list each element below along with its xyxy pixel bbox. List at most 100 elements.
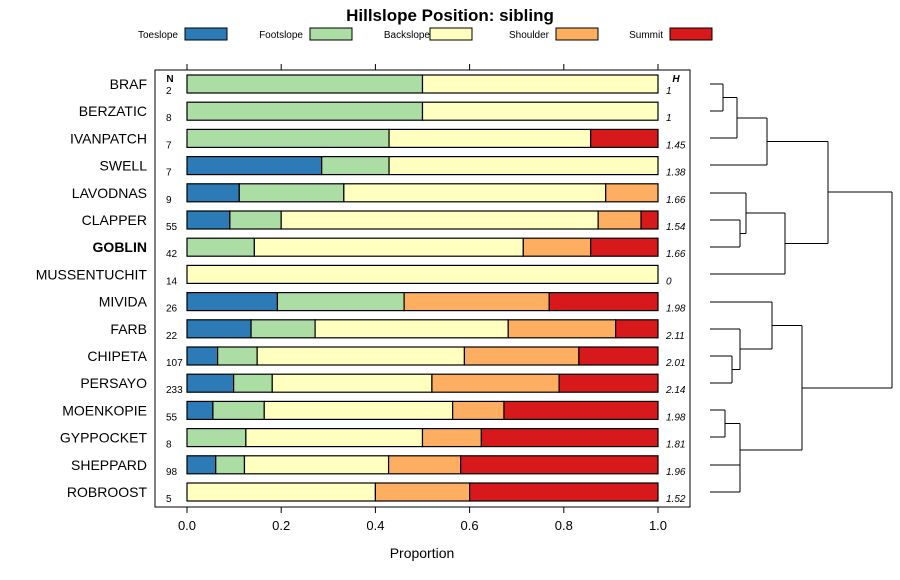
- category-label: BRAF: [110, 76, 147, 92]
- bar-clapper-shoulder: [597, 210, 642, 230]
- bar-farb-shoulder: [507, 319, 617, 339]
- plot-frame: [154, 69, 691, 508]
- chart-title: Hillslope Position: sibling: [346, 6, 554, 25]
- bar-robroost-shoulder: [374, 482, 471, 502]
- bar-gyppocket-backslope: [245, 428, 424, 448]
- legend-swatch-footslope: [309, 27, 353, 41]
- bar-mivida-footslope: [276, 292, 405, 312]
- bar-gyppocket-shoulder: [421, 428, 482, 448]
- bar-lavodnas-shoulder: [605, 183, 659, 203]
- bar-swell-footslope: [321, 156, 390, 176]
- bar-goblin-footslope: [186, 237, 255, 257]
- h-value: 1.52: [666, 494, 686, 505]
- category-label: MUSSENTUCHIT: [36, 266, 148, 282]
- h-column-header: H: [672, 74, 680, 85]
- h-value: 2.14: [665, 385, 686, 396]
- bar-berzatic-footslope: [186, 101, 424, 121]
- bar-chipeta-footslope: [217, 346, 258, 366]
- bar-farb-footslope: [250, 319, 316, 339]
- n-value: 8: [166, 440, 172, 451]
- bar-ivanpatch-backslope: [388, 128, 592, 148]
- bar-swell-backslope: [388, 156, 659, 176]
- h-value: 1.81: [666, 440, 685, 451]
- h-value: 1.66: [666, 195, 686, 206]
- bar-mivida-toeslope: [186, 292, 279, 312]
- bar-persayo-backslope: [271, 373, 433, 393]
- category-label: IVANPATCH: [70, 130, 147, 146]
- n-value: 42: [166, 249, 178, 260]
- legend-label-shoulder: Shoulder: [509, 30, 550, 41]
- bar-moenkopie-toeslope: [186, 400, 214, 420]
- bar-goblin-shoulder: [522, 237, 592, 257]
- bar-lavodnas-footslope: [238, 183, 345, 203]
- bar-ivanpatch-summit: [590, 128, 659, 148]
- bar-clapper-summit: [640, 210, 659, 230]
- bar-mivida-summit: [548, 292, 659, 312]
- legend-swatch-summit: [669, 27, 713, 41]
- bar-farb-summit: [615, 319, 659, 339]
- n-value: 7: [166, 140, 172, 151]
- bar-persayo-toeslope: [186, 373, 235, 393]
- bar-sheppard-summit: [460, 455, 659, 475]
- x-tick-label: 0.4: [366, 518, 384, 533]
- legend-swatch-shoulder: [555, 27, 599, 41]
- category-label: SHEPPARD: [71, 457, 147, 473]
- bar-robroost-backslope: [186, 482, 376, 502]
- n-value: 8: [166, 113, 172, 124]
- bar-clapper-footslope: [229, 210, 282, 230]
- bar-mussentuchit-backslope: [186, 264, 659, 284]
- n-value: 98: [166, 467, 178, 478]
- bar-moenkopie-footslope: [212, 400, 265, 420]
- category-labels: BRAF 2 1 BERZATIC 8 1 IVANPATCH 7 1.45 SWELL 7 1.38…: [36, 76, 686, 505]
- category-label: GYPPOCKET: [60, 430, 148, 446]
- bar-gyppocket-footslope: [186, 428, 247, 448]
- bar-gyppocket-summit: [480, 428, 659, 448]
- x-tick-label: 1.0: [649, 518, 667, 533]
- n-value: 5: [166, 494, 172, 505]
- legend-label-backslope: Backslope: [384, 30, 431, 41]
- bar-clapper-backslope: [280, 210, 599, 230]
- bar-robroost-summit: [469, 482, 659, 502]
- n-value: 55: [166, 412, 178, 423]
- category-label: LAVODNAS: [72, 185, 147, 201]
- x-tick-label: 0.6: [461, 518, 479, 533]
- bar-moenkopie-backslope: [263, 400, 454, 420]
- category-label: PERSAYO: [80, 375, 147, 391]
- legend-label-footslope: Footslope: [259, 30, 303, 41]
- x-axis-title: Proportion: [390, 545, 455, 561]
- category-label: GOBLIN: [93, 239, 147, 255]
- h-value: 0: [666, 276, 672, 287]
- bar-chipeta-shoulder: [463, 346, 580, 366]
- category-label: SWELL: [100, 158, 148, 174]
- bars-group: [186, 74, 659, 502]
- legend-label-toeslope: Toeslope: [138, 30, 178, 41]
- n-value: 7: [166, 168, 172, 179]
- legend-swatch-backslope: [429, 27, 473, 41]
- h-value: 2.11: [665, 331, 685, 342]
- h-value: 1: [666, 86, 672, 97]
- h-value: 1.66: [666, 249, 686, 260]
- legend-swatch-toeslope: [184, 27, 228, 41]
- bar-swell-toeslope: [186, 156, 323, 176]
- bar-lavodnas-toeslope: [186, 183, 240, 203]
- x-axis: 0.0 0.2 0.4 0.6 0.8 1.0: [178, 64, 667, 533]
- h-value: 1.45: [666, 140, 686, 151]
- bar-ivanpatch-footslope: [186, 128, 390, 148]
- category-label: CHIPETA: [87, 348, 147, 364]
- n-value: 14: [166, 276, 178, 287]
- n-value: 26: [166, 304, 178, 315]
- bar-persayo-summit: [558, 373, 659, 393]
- category-label: CLAPPER: [82, 212, 147, 228]
- bar-sheppard-footslope: [215, 455, 246, 475]
- h-value: 2.01: [665, 358, 685, 369]
- n-value: 2: [166, 86, 172, 97]
- category-label: MOENKOPIE: [62, 402, 147, 418]
- bar-farb-toeslope: [186, 319, 252, 339]
- dendrogram: [710, 83, 893, 493]
- bar-sheppard-shoulder: [387, 455, 462, 475]
- n-value: 107: [166, 358, 183, 369]
- bar-moenkopie-shoulder: [452, 400, 505, 420]
- h-value: 1.96: [666, 467, 686, 478]
- bar-berzatic-backslope: [421, 101, 659, 121]
